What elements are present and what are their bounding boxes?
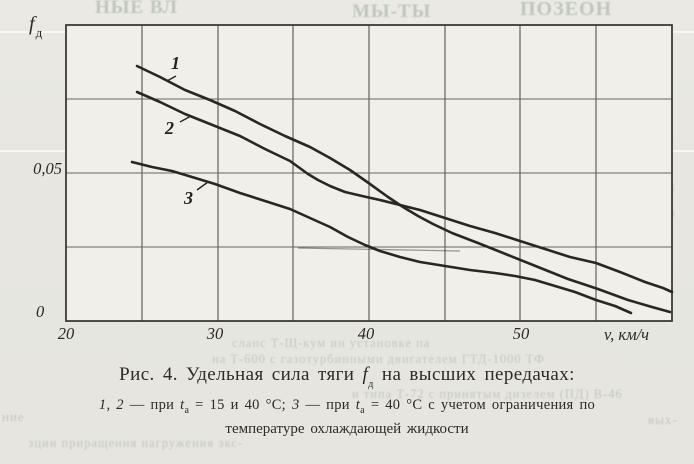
caption-f-symbol: f [362, 364, 369, 385]
legend-t-subscript: а [184, 404, 190, 416]
legend-t-symbol-2: t [355, 397, 361, 413]
legend-t-subscript-2: а [360, 404, 365, 416]
x-tick-50: 50 [512, 324, 530, 343]
ghost-text: ние [2, 409, 25, 424]
ghost-text: МЫ-ТЫ [352, 1, 432, 22]
caption-f-subscript: д [368, 378, 374, 390]
caption-title-suffix: на высших передачах: [381, 364, 575, 385]
ghost-text: на Т-600 с газотурбинными двигателем ГТД… [212, 352, 545, 366]
legend-curve-3: 3 [291, 397, 300, 413]
figure-caption-legend-continued: температуре охлаждающей жидкости [225, 421, 469, 437]
curve-2 [135, 90, 674, 294]
ghost-text: НЫЕ ВЛ [95, 0, 178, 18]
caption-title-prefix: Рис. 4. Удельная сила тяги [119, 364, 355, 385]
ghost-text: вых- [648, 412, 678, 427]
curve-2-label: 2 [165, 118, 174, 138]
x-axis-unit-label: v, км/ч [604, 325, 650, 344]
legend-condition-1: = 15 и 40 °С; [195, 397, 287, 413]
curve-3-label: 3 [184, 188, 193, 208]
legend-curves-1-2: 1, 2 [98, 397, 124, 413]
legend-dash-2: — при [305, 397, 350, 413]
y-axis-subscript: д [35, 25, 43, 40]
curve-3-label-leader [196, 181, 209, 191]
legend-condition-2: = 40 °С с учетом ограничения по [370, 397, 596, 413]
ghost-text: ПОЗЕОН [520, 0, 613, 20]
figure-caption-title: Рис. 4. Удельная сила тяги fд на высших … [0, 364, 694, 390]
y-axis-label: fд [29, 13, 43, 40]
x-tick-30: 30 [206, 324, 224, 343]
ghost-text: сланс Т-Щ-кум ин установке па [232, 336, 431, 350]
origin-label: 0 [36, 302, 45, 321]
legend-t-symbol: t [180, 397, 185, 413]
curve-1-label: 1 [171, 53, 180, 73]
ghost-text: и типа Т-72 с принятым дизелем (ПД) В-46 [352, 387, 623, 401]
curve-3 [130, 160, 633, 315]
curve-2-label-leader [179, 115, 192, 123]
ghost-text: эции приращения нагружения экс- [28, 436, 244, 450]
curve-1 [135, 64, 672, 314]
x-tick-40: 40 [357, 324, 375, 343]
legend-dash-1: — при [129, 397, 175, 413]
x-tick-20: 20 [57, 324, 75, 343]
y-axis-symbol: f [29, 13, 35, 35]
y-tick-0-05: 0,05 [33, 159, 62, 178]
figure-caption-legend: 1, 2 — при tа = 15 и 40 °С; 3 — при tа =… [0, 397, 694, 416]
curve-1-label-leader [166, 75, 177, 82]
plot-border [65, 24, 673, 322]
